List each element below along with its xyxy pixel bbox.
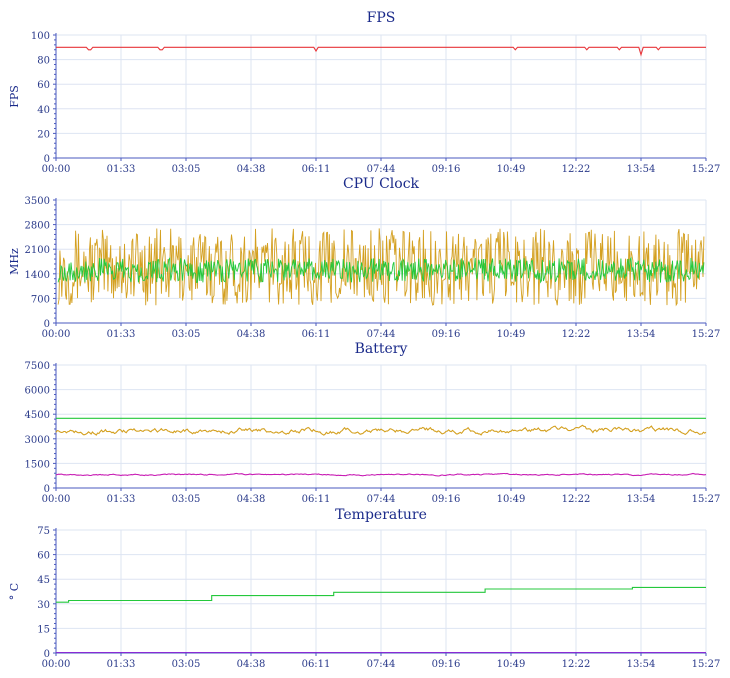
chart-title: Battery xyxy=(355,341,408,357)
y-tick-label: 80 xyxy=(37,56,50,67)
y-tick-label: 20 xyxy=(37,129,50,140)
x-tick-label: 10:49 xyxy=(497,494,526,505)
x-tick-label: 15:27 xyxy=(692,164,721,175)
x-tick-label: 03:05 xyxy=(172,329,201,340)
y-tick-label: 3000 xyxy=(25,435,50,446)
x-tick-label: 00:00 xyxy=(42,494,71,505)
y-tick-label: 700 xyxy=(31,294,50,305)
y-tick-label: 15 xyxy=(37,624,50,635)
x-tick-label: 13:54 xyxy=(627,659,656,670)
x-tick-label: 10:49 xyxy=(497,659,526,670)
y-tick-label: 4500 xyxy=(25,410,50,421)
x-tick-label: 09:16 xyxy=(432,329,461,340)
x-tick-label: 09:16 xyxy=(432,164,461,175)
x-tick-label: 13:54 xyxy=(627,329,656,340)
series-line-0 xyxy=(57,228,705,307)
y-tick-label: 0 xyxy=(44,319,50,330)
y-tick-label: 3500 xyxy=(25,196,50,207)
x-tick-label: 04:38 xyxy=(237,659,266,670)
x-tick-label: 01:33 xyxy=(107,329,136,340)
y-tick-label: 0 xyxy=(44,484,50,495)
x-tick-label: 03:05 xyxy=(172,494,201,505)
series-line-1 xyxy=(55,424,707,436)
x-tick-label: 03:05 xyxy=(172,164,201,175)
chart-panel-1: CPU Clock MHz 0 700 1400 2100 2800 3500 00:00 01:… xyxy=(8,176,720,340)
y-tick-label: 0 xyxy=(44,154,50,165)
x-tick-label: 01:33 xyxy=(107,164,136,175)
y-axis-label: ° C xyxy=(8,583,21,600)
chart-title: FPS xyxy=(367,10,396,26)
x-tick-label: 06:11 xyxy=(302,494,331,505)
x-tick-label: 13:54 xyxy=(627,494,656,505)
x-tick-label: 07:44 xyxy=(367,164,396,175)
chart-title: Temperature xyxy=(335,507,427,523)
y-tick-label: 2100 xyxy=(25,245,50,256)
x-tick-label: 01:33 xyxy=(107,494,136,505)
y-axis-label: MHz xyxy=(8,248,21,275)
x-tick-label: 00:00 xyxy=(42,164,71,175)
y-tick-label: 1500 xyxy=(25,459,50,470)
series-line-0 xyxy=(56,586,706,603)
y-tick-label: 60 xyxy=(37,551,50,562)
y-tick-label: 75 xyxy=(37,526,50,537)
chart-panel-2: Battery 0 1500 3000 4500 6000 7500 00:00 01:33 03… xyxy=(25,341,721,505)
x-tick-label: 09:16 xyxy=(432,659,461,670)
y-tick-label: 45 xyxy=(37,575,50,586)
y-axis-label: FPS xyxy=(8,85,21,108)
x-tick-label: 04:38 xyxy=(237,329,266,340)
x-tick-label: 13:54 xyxy=(627,164,656,175)
y-tick-label: 30 xyxy=(37,600,50,611)
x-tick-label: 06:11 xyxy=(302,659,331,670)
series-line-2 xyxy=(55,472,707,477)
x-tick-label: 07:44 xyxy=(367,659,396,670)
x-tick-label: 12:22 xyxy=(562,329,591,340)
x-tick-label: 06:11 xyxy=(302,329,331,340)
x-tick-label: 10:49 xyxy=(497,164,526,175)
chart-panel-0: FPS FPS 0 20 40 60 80 100 00:00 01:33 03:05 04:38 06… xyxy=(8,10,720,175)
x-tick-label: 09:16 xyxy=(432,494,461,505)
x-tick-label: 06:11 xyxy=(302,164,331,175)
y-tick-label: 2800 xyxy=(25,221,50,232)
y-tick-label: 40 xyxy=(37,105,50,116)
y-tick-label: 7500 xyxy=(25,361,50,372)
x-tick-label: 07:44 xyxy=(367,494,396,505)
y-tick-label: 0 xyxy=(44,649,50,660)
x-tick-label: 04:38 xyxy=(237,164,266,175)
x-tick-label: 15:27 xyxy=(692,329,721,340)
x-tick-label: 12:22 xyxy=(562,494,591,505)
x-tick-label: 15:27 xyxy=(692,659,721,670)
x-tick-label: 12:22 xyxy=(562,659,591,670)
x-tick-label: 04:38 xyxy=(237,494,266,505)
y-tick-label: 6000 xyxy=(25,386,50,397)
chart-panel-3: Temperature ° C 0 15 30 45 60 75 00:00 01:33 03:05… xyxy=(8,507,720,670)
y-tick-label: 100 xyxy=(31,31,50,42)
x-tick-label: 00:00 xyxy=(42,329,71,340)
y-tick-label: 1400 xyxy=(25,270,50,281)
x-tick-label: 12:22 xyxy=(562,164,591,175)
y-tick-label: 60 xyxy=(37,80,50,91)
chart-title: CPU Clock xyxy=(343,176,420,192)
x-tick-label: 00:00 xyxy=(42,659,71,670)
series-line-1 xyxy=(57,256,705,284)
x-tick-label: 01:33 xyxy=(107,659,136,670)
x-tick-label: 03:05 xyxy=(172,659,201,670)
series-line-0 xyxy=(56,46,706,57)
x-tick-label: 07:44 xyxy=(367,329,396,340)
x-tick-label: 15:27 xyxy=(692,494,721,505)
x-tick-label: 10:49 xyxy=(497,329,526,340)
